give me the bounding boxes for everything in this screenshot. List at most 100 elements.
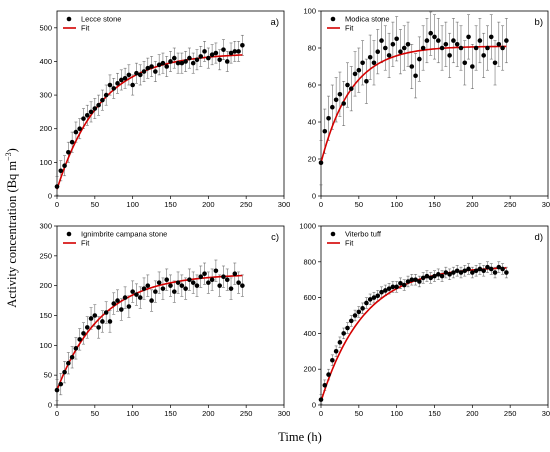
data-point <box>213 268 219 274</box>
y-axis-title-unit: −3 <box>4 152 13 161</box>
data-point <box>217 57 222 63</box>
data-point <box>224 59 230 64</box>
data-point <box>149 298 154 303</box>
data-point <box>232 271 238 277</box>
data-point <box>451 270 456 275</box>
y-axis-title-close: ) <box>5 148 19 152</box>
data-point <box>435 272 441 277</box>
data-point <box>111 301 117 306</box>
legend-label-fit: Fit <box>345 24 354 33</box>
data-point <box>417 56 422 62</box>
x-tick-label: 150 <box>164 200 177 209</box>
data-point <box>447 53 452 58</box>
data-point <box>137 72 143 78</box>
data-point <box>401 282 407 288</box>
data-point <box>367 54 373 60</box>
data-point <box>209 277 215 283</box>
x-tick-label: 250 <box>504 200 517 209</box>
data-point <box>466 34 471 40</box>
data-point <box>417 279 422 284</box>
data-point <box>130 82 135 88</box>
data-point <box>405 42 411 47</box>
data-point <box>103 92 109 98</box>
data-point <box>394 284 399 290</box>
data-point <box>390 284 396 290</box>
data-point <box>439 45 445 51</box>
data-point <box>141 286 147 291</box>
data-point <box>149 64 154 69</box>
data-point <box>337 91 343 97</box>
data-point <box>447 272 452 277</box>
y-tick-label: 400 <box>39 57 52 66</box>
data-point <box>119 307 124 312</box>
data-point <box>367 297 373 302</box>
data-point <box>119 77 124 83</box>
data-point <box>69 354 75 360</box>
chart-panel-2: 0 50 100 150 200 250 300 0 20 40 60 80 100 Modica sto… <box>303 7 550 210</box>
y-tick-label: 200 <box>39 281 52 290</box>
data-point <box>107 82 113 88</box>
data-point <box>481 268 486 274</box>
data-point <box>443 270 449 275</box>
data-point <box>439 273 445 279</box>
data-point <box>428 275 434 281</box>
data-point <box>413 277 418 283</box>
data-point <box>458 45 464 51</box>
y-tick-label: 150 <box>39 311 52 320</box>
data-point <box>330 357 335 363</box>
data-point <box>58 381 64 387</box>
x-tick-label: 0 <box>319 200 323 209</box>
data-point <box>236 280 241 285</box>
y-tick-label: 0 <box>48 401 52 410</box>
data-point <box>462 268 468 274</box>
data-point <box>175 280 181 285</box>
data-point <box>500 45 505 51</box>
data-point <box>488 266 494 272</box>
legend-label-fit: Fit <box>81 24 90 33</box>
data-point <box>348 86 354 91</box>
data-point <box>496 264 502 270</box>
data-point <box>179 283 185 288</box>
data-point <box>360 60 365 66</box>
y-tick-label: 400 <box>303 329 316 338</box>
y-tick-label: 40 <box>308 118 316 127</box>
panel-label: a) <box>271 17 279 28</box>
x-axis-title: Time (h) <box>278 430 322 444</box>
data-point <box>318 160 324 165</box>
data-point <box>492 60 498 66</box>
data-point <box>88 316 94 321</box>
data-point <box>58 168 64 174</box>
data-point <box>424 38 430 43</box>
data-point <box>206 55 211 61</box>
data-point <box>153 289 158 294</box>
data-point <box>352 71 358 77</box>
data-point <box>137 295 143 300</box>
data-point <box>375 293 381 299</box>
x-tick-label: 200 <box>202 200 215 209</box>
data-point <box>206 280 211 285</box>
data-point <box>88 109 94 115</box>
data-point <box>209 52 215 58</box>
y-tick-label: 300 <box>39 222 52 231</box>
data-point <box>66 360 71 366</box>
data-point <box>345 325 350 331</box>
y-tick-label: 250 <box>39 251 52 260</box>
data-point <box>202 49 207 54</box>
y-tick-label: 0 <box>48 192 52 201</box>
data-point <box>232 49 238 54</box>
data-point <box>394 36 399 42</box>
y-axis-title: Activity concentration (Bq m−3) <box>4 148 19 308</box>
fit-line <box>56 274 243 391</box>
data-point <box>432 34 437 40</box>
legend-label-points: Ignimbrite campana stone <box>81 230 167 239</box>
x-tick-label: 0 <box>319 409 323 418</box>
data-point <box>398 49 403 54</box>
data-point <box>217 283 222 288</box>
data-point <box>183 286 188 291</box>
x-tick-label: 200 <box>466 200 479 209</box>
data-point <box>386 286 392 291</box>
data-point <box>386 53 392 58</box>
